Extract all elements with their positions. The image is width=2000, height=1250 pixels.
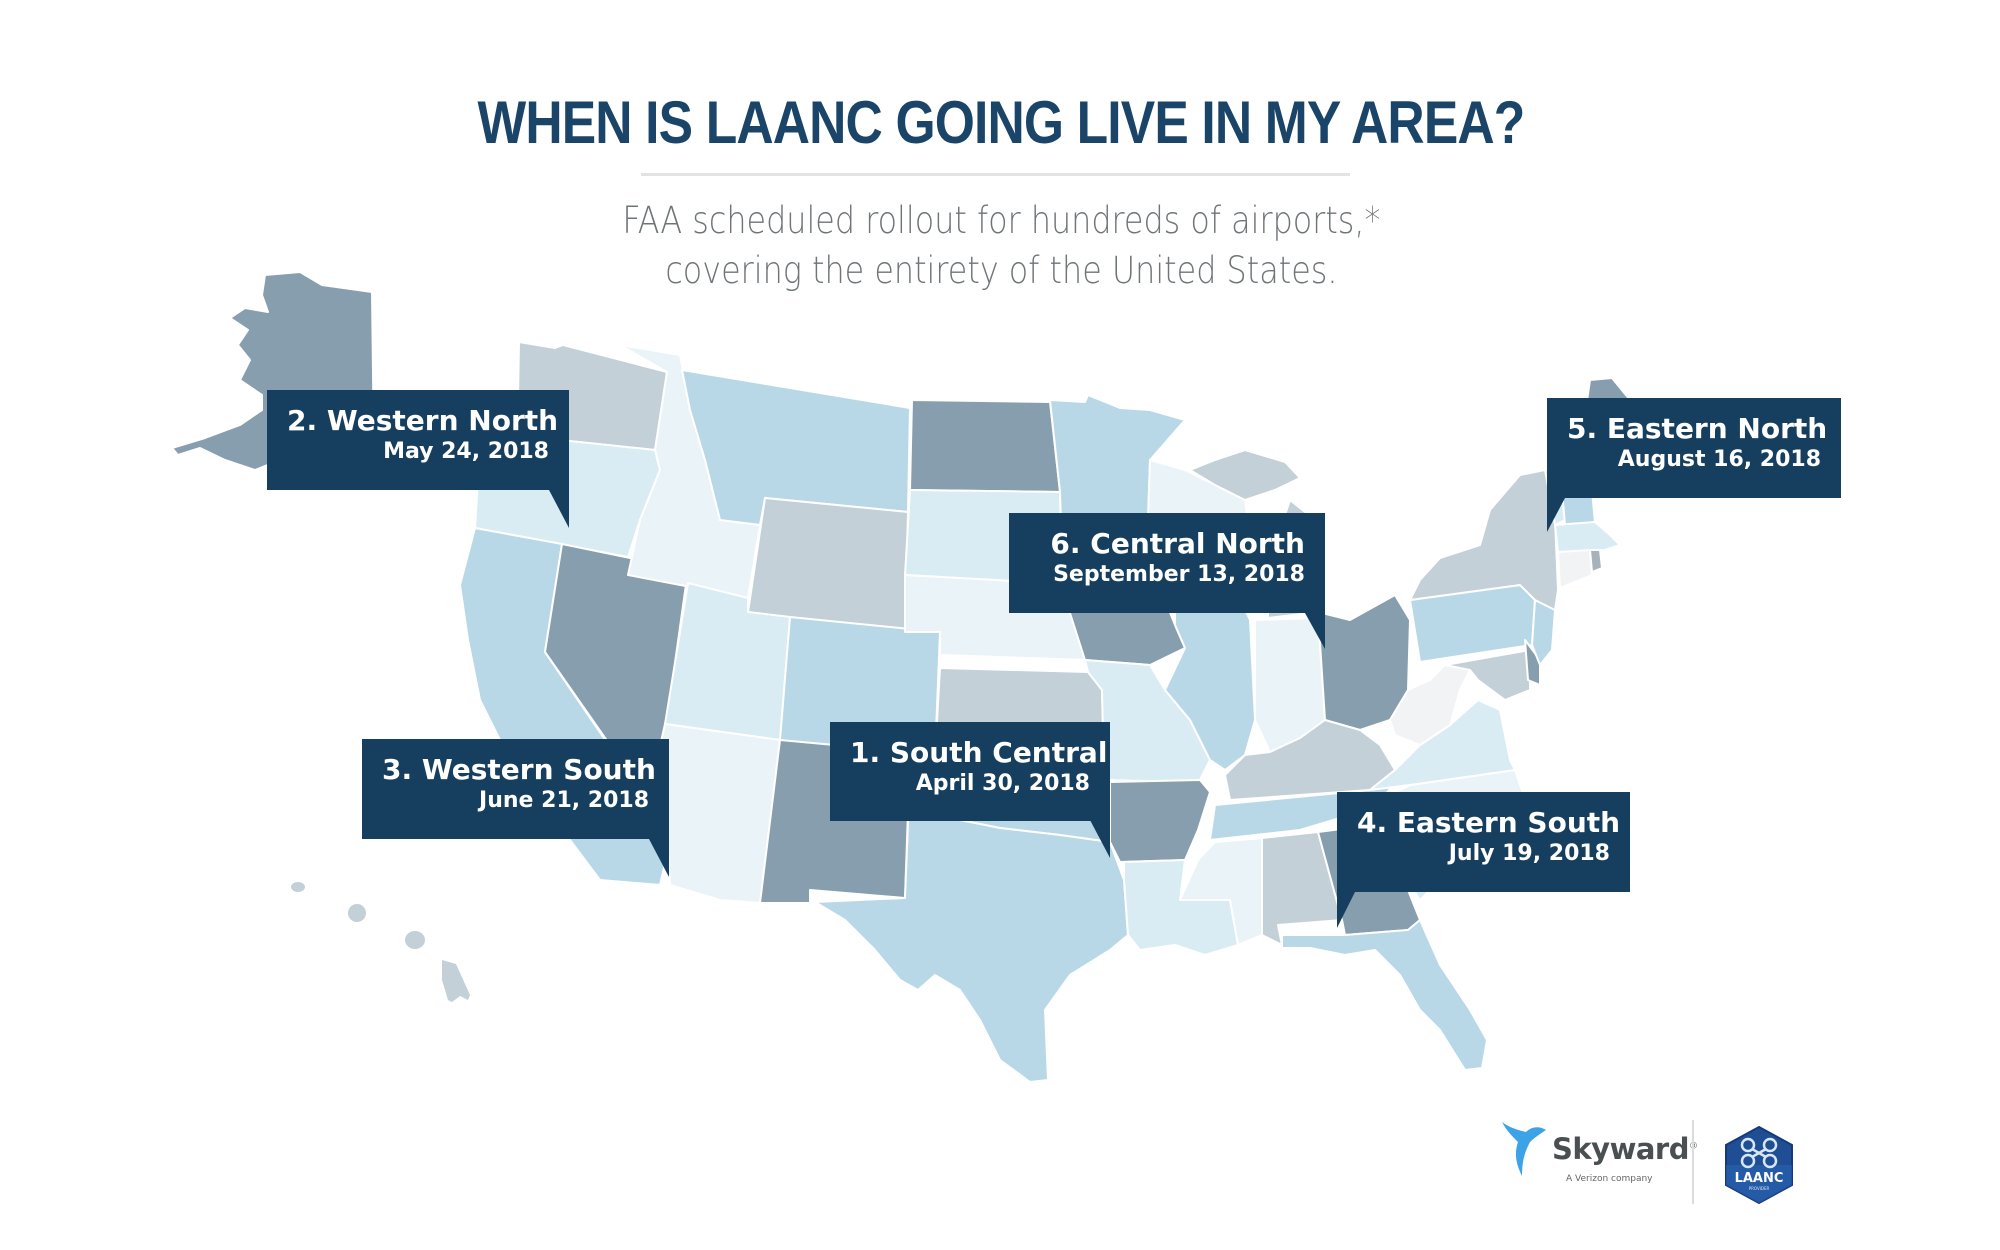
region-date: August 16, 2018 (1617, 447, 1821, 472)
region-date: June 21, 2018 (479, 788, 649, 813)
region-date: April 30, 2018 (915, 771, 1090, 796)
state-hawaii-4 (442, 960, 470, 1002)
logo-separator (1692, 1120, 1694, 1204)
region-date: July 19, 2018 (1448, 841, 1610, 866)
subtitle-line-1: FAA scheduled rollout for hundreds of ai… (622, 199, 1381, 242)
footer-logos: Skyward® A Verizon company LAANC PROVIDE… (1500, 1110, 1800, 1210)
laanc-badge-text: LAANC (1735, 1171, 1784, 1186)
state-virginia (1369, 699, 1516, 791)
state-florida (1281, 919, 1488, 1071)
state-texas (814, 774, 1129, 1083)
region-date: September 13, 2018 (1053, 562, 1305, 587)
subtitle: FAA scheduled rollout for hundreds of ai… (141, 196, 1861, 296)
callout-eastern-south: 4. Eastern South July 19, 2018 (1337, 792, 1630, 892)
callout-tail (1090, 820, 1110, 858)
region-name: 4. Eastern South (1357, 806, 1621, 839)
state-connecticut (1557, 549, 1593, 589)
region-name: 2. Western North (287, 404, 559, 437)
callout-south-central: 1. South Central April 30, 2018 (830, 722, 1110, 821)
callout-western-north: 2. Western North May 24, 2018 (267, 390, 569, 490)
callout-tail (1337, 892, 1355, 928)
state-hawaii-2 (348, 904, 366, 922)
callout-tail (1547, 498, 1565, 532)
state-louisiana (1123, 859, 1239, 956)
state-new-york (1409, 469, 1559, 611)
callout-western-south: 3. Western South June 21, 2018 (362, 739, 669, 839)
state-hawaii-3 (405, 931, 425, 949)
state-west-virginia (1389, 664, 1471, 746)
state-hawaii-1 (291, 882, 305, 892)
region-name: 1. South Central (850, 736, 1108, 769)
state-arkansas (1109, 779, 1211, 863)
laanc-badge-icon: LAANC PROVIDER (1725, 1125, 1793, 1205)
region-name: 6. Central North (1050, 527, 1305, 560)
state-illinois (1164, 594, 1256, 771)
state-rhode-island (1589, 549, 1603, 573)
skyward-name: Skyward (1552, 1132, 1690, 1166)
skyward-tagline: A Verizon company (1566, 1174, 1653, 1184)
region-date: May 24, 2018 (383, 439, 549, 464)
laanc-badge-sub: PROVIDER (1749, 1186, 1770, 1191)
subtitle-line-2: covering the entirety of the United Stat… (665, 249, 1338, 292)
callout-tail (649, 839, 669, 877)
state-new-jersey (1531, 599, 1556, 666)
callout-eastern-north: 5. Eastern North August 16, 2018 (1547, 398, 1841, 498)
skyward-wordmark: Skyward® (1552, 1132, 1698, 1166)
state-wyoming (747, 497, 909, 633)
callout-central-north: 6. Central North September 13, 2018 (1009, 513, 1325, 613)
skyward-bird-icon (1502, 1122, 1546, 1176)
state-north-dakota (909, 399, 1061, 493)
state-kentucky (1224, 719, 1396, 801)
region-name: 5. Eastern North (1567, 412, 1828, 445)
region-name: 3. Western South (382, 753, 656, 786)
state-arizona (649, 723, 781, 904)
title-divider (641, 173, 1350, 176)
callout-tail (1305, 613, 1325, 649)
callout-tail (549, 490, 569, 528)
page-title: WHEN IS LAANC GOING LIVE IN MY AREA? (477, 89, 1525, 156)
